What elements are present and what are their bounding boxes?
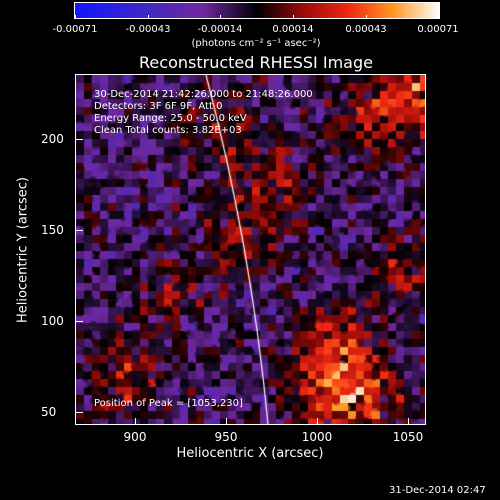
colorbar-tick	[438, 15, 439, 19]
colorbar-units: (photons cm⁻² s⁻¹ asec⁻²)	[191, 38, 321, 49]
colorbar-label: 0.00071	[417, 24, 459, 35]
y-tick	[76, 321, 83, 322]
colorbar	[75, 3, 440, 19]
x-axis-label: Heliocentric X (arcsec)	[176, 446, 324, 461]
colorbar-label: 0.00014	[272, 24, 314, 35]
plot-frame	[75, 74, 426, 425]
plot-title: Reconstructed RHESSI Image	[139, 53, 373, 72]
colorbar-tick	[293, 15, 294, 19]
colorbar-tick	[220, 15, 221, 19]
y-tick-label: 50	[41, 405, 57, 419]
x-tick-label: 1050	[392, 430, 424, 444]
peak-position: Position of Peak = [1053,230]	[94, 398, 243, 409]
colorbar-label: -0.00071	[52, 24, 98, 35]
x-tick	[317, 418, 318, 425]
y-tick	[76, 230, 83, 231]
colorbar-tick	[366, 15, 367, 19]
colorbar-frame	[74, 2, 440, 19]
colorbar-label: -0.00014	[197, 24, 243, 35]
colorbar-label: -0.00043	[125, 24, 171, 35]
y-tick-label: 100	[41, 314, 64, 328]
y-tick	[76, 139, 83, 140]
x-tick-label: 1000	[301, 430, 333, 444]
x-tick-label: 950	[214, 430, 238, 444]
info-time-range: 30-Dec-2014 21:42:26.000 to 21:48:26.000	[94, 89, 313, 100]
x-tick	[408, 418, 409, 425]
y-tick	[76, 412, 83, 413]
info-clean-counts: Clean Total counts: 3.82E+03	[94, 125, 242, 136]
x-tick	[226, 418, 227, 425]
y-tick-label: 200	[41, 132, 64, 146]
x-tick-label: 900	[123, 430, 147, 444]
generation-timestamp: 31-Dec-2014 02:47	[389, 485, 486, 496]
colorbar-label: 0.00043	[345, 24, 387, 35]
x-tick	[135, 418, 136, 425]
info-detectors: Detectors: 3F 6F 9F, Att 0	[94, 101, 223, 112]
y-axis-label: Heliocentric Y (arcsec)	[15, 177, 31, 323]
info-energy-range: Energy Range: 25.0 - 50.0 keV	[94, 113, 247, 124]
y-tick-label: 150	[41, 223, 64, 237]
rhessi-image-map	[76, 75, 425, 424]
colorbar-tick	[148, 15, 149, 19]
colorbar-tick	[75, 15, 76, 19]
